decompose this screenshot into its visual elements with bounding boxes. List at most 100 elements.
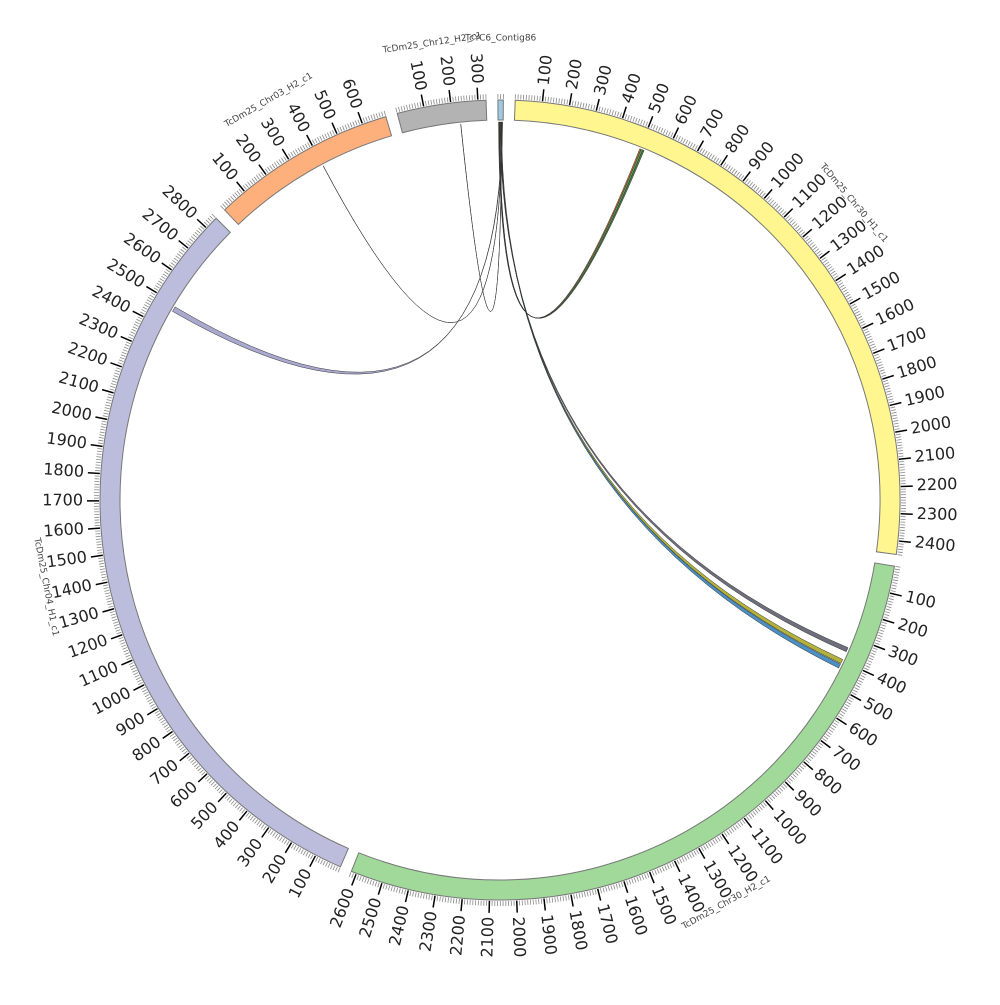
minor-tick bbox=[270, 166, 273, 170]
minor-tick bbox=[892, 412, 897, 413]
minor-tick bbox=[870, 344, 875, 346]
minor-tick bbox=[795, 226, 799, 229]
minor-tick bbox=[736, 825, 739, 829]
minor-tick bbox=[833, 723, 837, 726]
minor-tick bbox=[149, 702, 153, 705]
tick-label: 2300 bbox=[916, 504, 957, 524]
minor-tick bbox=[237, 191, 240, 195]
major-tick bbox=[406, 890, 409, 902]
minor-tick bbox=[217, 787, 220, 791]
minor-tick bbox=[173, 738, 177, 741]
minor-tick bbox=[683, 139, 685, 143]
minor-tick bbox=[729, 829, 732, 833]
minor-tick bbox=[146, 697, 150, 699]
minor-tick bbox=[749, 815, 752, 819]
minor-tick bbox=[700, 148, 702, 152]
minor-tick bbox=[873, 648, 878, 650]
minor-tick bbox=[159, 718, 163, 721]
minor-tick bbox=[898, 448, 903, 449]
tick-label: 1600 bbox=[621, 893, 652, 938]
minor-tick bbox=[426, 894, 427, 899]
minor-tick bbox=[101, 574, 106, 575]
minor-tick bbox=[158, 716, 162, 719]
minor-tick bbox=[160, 278, 164, 281]
minor-tick bbox=[312, 140, 314, 144]
major-tick bbox=[596, 99, 599, 111]
minor-tick bbox=[869, 341, 874, 343]
tick-label: 2300 bbox=[415, 910, 440, 953]
minor-tick bbox=[894, 426, 899, 427]
minor-tick bbox=[801, 232, 805, 235]
minor-tick bbox=[782, 212, 786, 216]
minor-tick bbox=[277, 835, 280, 839]
minor-tick bbox=[887, 604, 892, 605]
minor-tick bbox=[399, 888, 400, 893]
minor-tick bbox=[894, 423, 899, 424]
tick-label: 900 bbox=[112, 708, 148, 740]
minor-tick bbox=[193, 234, 197, 237]
minor-tick bbox=[363, 118, 365, 123]
major-tick bbox=[571, 895, 573, 907]
minor-tick bbox=[295, 149, 298, 153]
minor-tick bbox=[658, 127, 660, 132]
tick-label: 200 bbox=[436, 55, 459, 88]
minor-tick bbox=[222, 204, 225, 208]
tick-label: 2400 bbox=[385, 904, 413, 948]
minor-tick bbox=[897, 445, 902, 446]
tick-label: 1400 bbox=[50, 575, 94, 602]
minor-tick bbox=[264, 826, 267, 830]
minor-tick bbox=[301, 849, 303, 853]
tick-label: 1900 bbox=[537, 913, 560, 956]
major-tick bbox=[598, 889, 601, 901]
tick-label: 1900 bbox=[45, 428, 88, 452]
minor-tick bbox=[645, 874, 647, 879]
minor-tick bbox=[388, 886, 389, 891]
minor-tick bbox=[378, 882, 380, 887]
minor-tick bbox=[130, 332, 135, 334]
minor-tick bbox=[280, 837, 283, 841]
minor-tick bbox=[637, 877, 639, 882]
minor-tick bbox=[760, 191, 763, 195]
minor-tick bbox=[799, 230, 803, 233]
major-tick bbox=[820, 251, 830, 258]
minor-tick bbox=[862, 673, 867, 675]
minor-tick bbox=[322, 135, 324, 139]
minor-tick bbox=[552, 898, 553, 903]
minor-tick bbox=[793, 774, 797, 777]
minor-tick bbox=[791, 776, 795, 779]
minor-tick bbox=[548, 97, 549, 102]
minor-tick bbox=[746, 816, 749, 820]
minor-tick bbox=[105, 408, 110, 409]
minor-tick bbox=[842, 287, 846, 290]
minor-tick bbox=[431, 100, 432, 105]
major-tick bbox=[95, 417, 107, 419]
minor-tick bbox=[231, 800, 234, 804]
minor-tick bbox=[875, 357, 880, 359]
minor-tick bbox=[588, 104, 589, 109]
minor-tick bbox=[890, 407, 895, 408]
minor-tick bbox=[786, 216, 790, 220]
minor-tick bbox=[847, 702, 851, 705]
minor-tick bbox=[119, 637, 124, 639]
minor-tick bbox=[870, 655, 875, 657]
minor-tick bbox=[401, 106, 402, 111]
minor-tick bbox=[102, 580, 107, 581]
minor-tick bbox=[865, 331, 870, 333]
minor-tick bbox=[235, 193, 238, 197]
ideogram-segment bbox=[514, 100, 900, 554]
minor-tick bbox=[866, 334, 871, 336]
minor-tick bbox=[847, 297, 851, 300]
minor-tick bbox=[242, 809, 245, 813]
minor-tick bbox=[194, 764, 198, 767]
major-tick bbox=[836, 718, 846, 725]
major-tick bbox=[197, 219, 206, 227]
minor-tick bbox=[117, 632, 122, 634]
minor-tick bbox=[878, 635, 883, 637]
minor-tick bbox=[893, 420, 898, 421]
minor-tick bbox=[715, 838, 718, 842]
minor-tick bbox=[553, 98, 554, 103]
minor-tick bbox=[170, 734, 174, 737]
tick-label: 500 bbox=[310, 87, 340, 123]
minor-tick bbox=[270, 831, 273, 835]
minor-tick bbox=[226, 200, 229, 204]
